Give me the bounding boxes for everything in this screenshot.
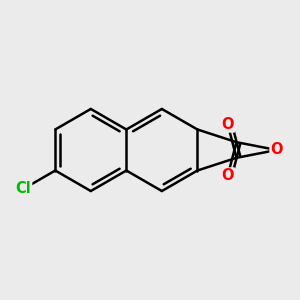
Text: O: O — [271, 142, 283, 158]
Text: O: O — [221, 168, 234, 183]
Text: Cl: Cl — [15, 182, 31, 196]
Text: O: O — [221, 117, 234, 132]
